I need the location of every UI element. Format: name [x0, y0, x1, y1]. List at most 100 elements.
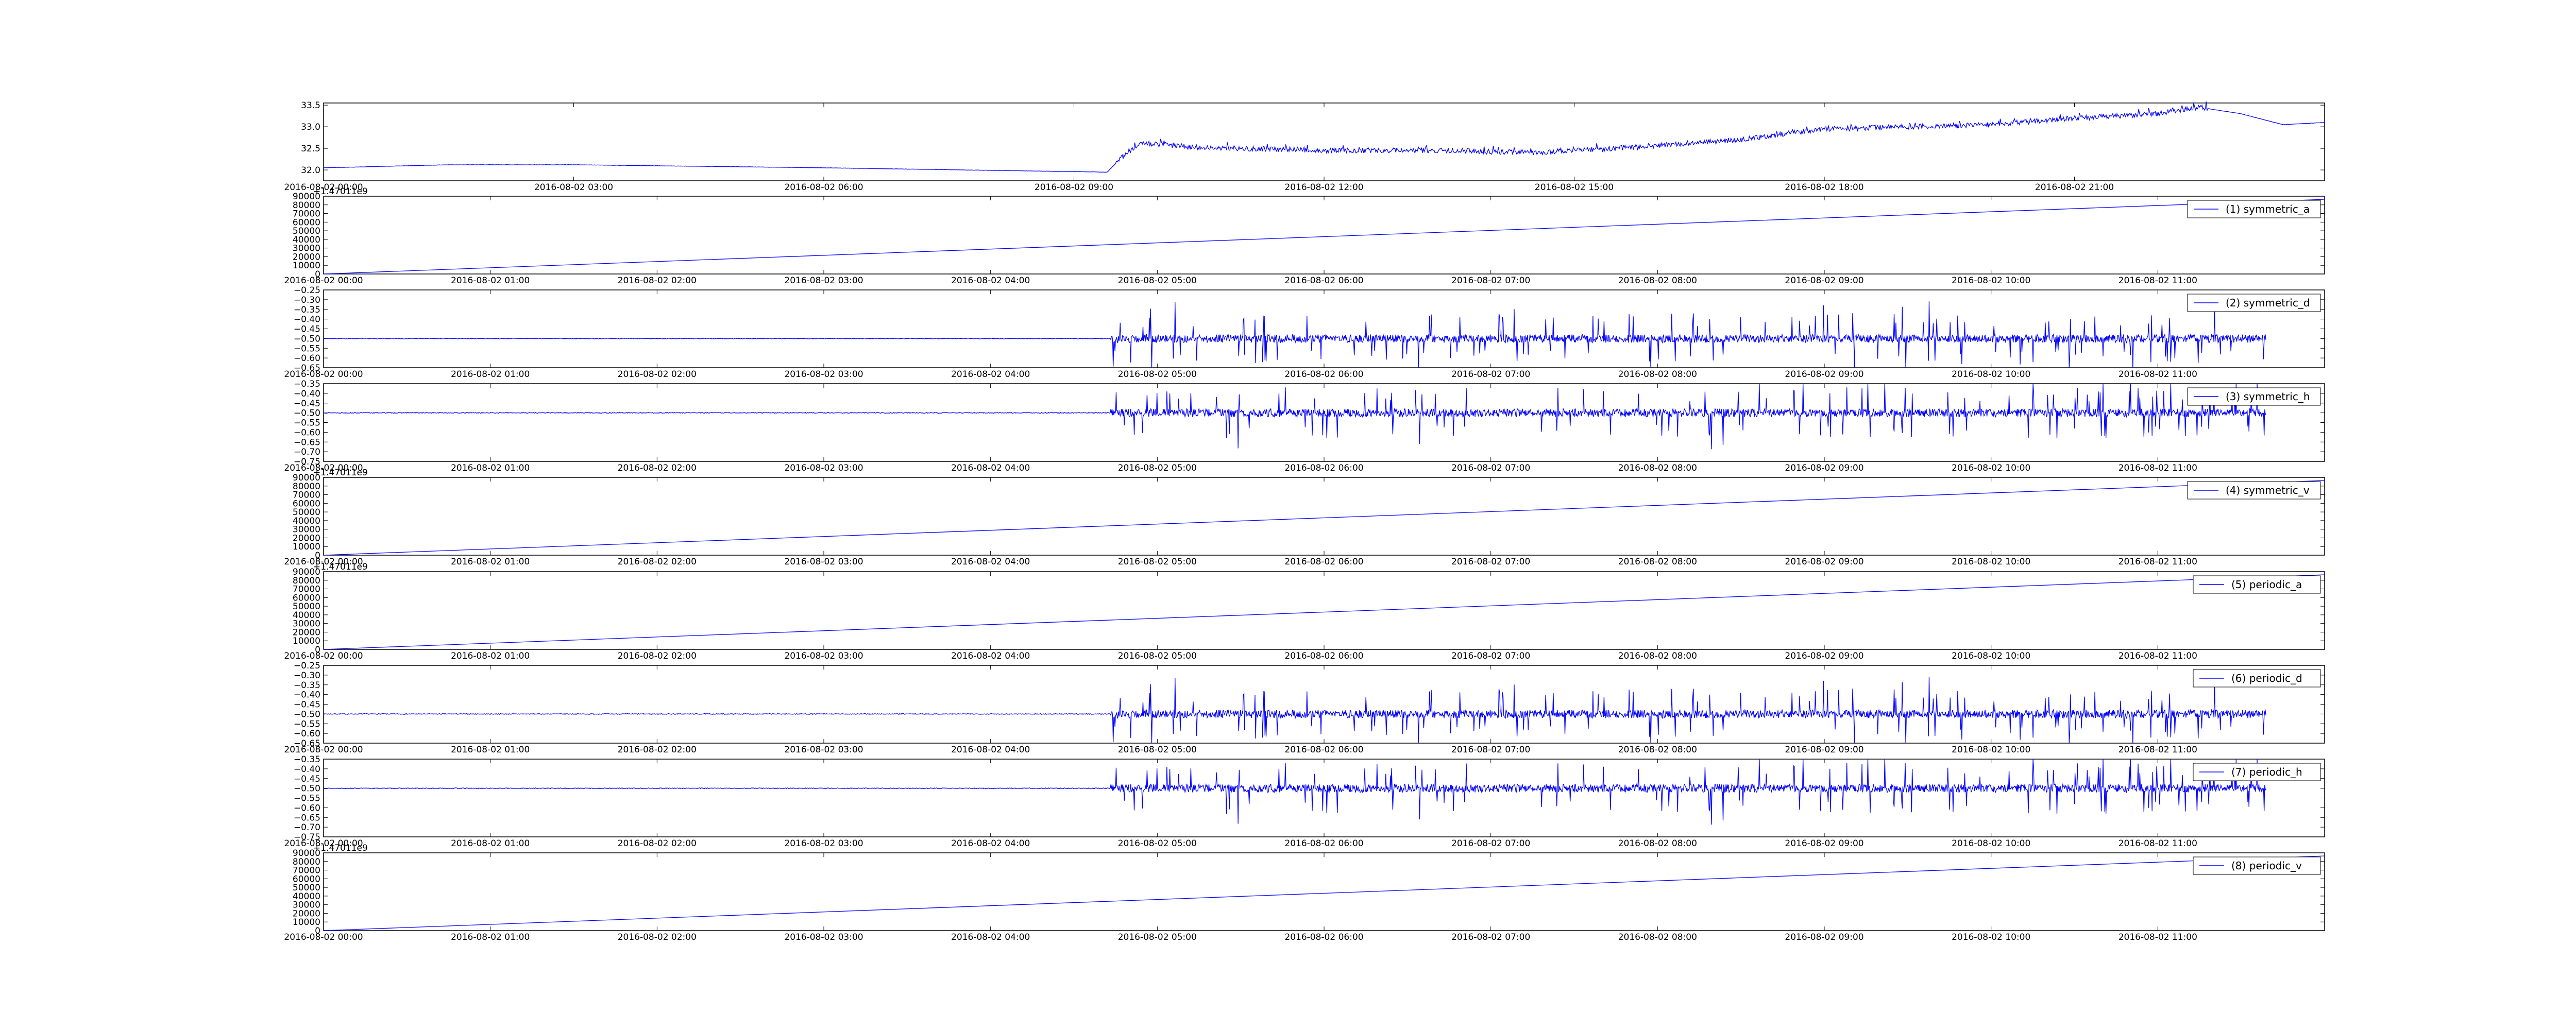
axes-frame — [323, 196, 2325, 274]
y-tick-label: 70000 — [293, 209, 320, 219]
axis-offset-label: +1.47011e9 — [313, 843, 368, 853]
x-tick-label: 2016-08-02 06:00 — [1284, 745, 1363, 755]
y-tick-label: −0.45 — [294, 324, 320, 335]
y-tick-label: −0.70 — [294, 822, 320, 833]
x-tick-label: 2016-08-02 02:00 — [618, 932, 697, 942]
y-tick-label: 0 — [315, 926, 320, 936]
y-tick-label: −0.55 — [294, 418, 320, 428]
y-tick-label: −0.75 — [294, 832, 320, 843]
x-tick-label: 2016-08-02 10:00 — [1952, 276, 2030, 286]
y-tick-label: −0.50 — [294, 334, 320, 344]
x-tick-label: 2016-08-02 00:00 — [284, 745, 363, 755]
x-tick-label: 2016-08-02 03:00 — [784, 651, 863, 661]
x-tick-label: 2016-08-02 08:00 — [1618, 276, 1697, 286]
axes-frame — [323, 383, 2325, 462]
x-tick-label: 2016-08-02 07:00 — [1451, 651, 1530, 661]
y-tick-label: 80000 — [293, 482, 320, 492]
y-tick-label: 90000 — [293, 567, 320, 577]
y-tick-label: 20000 — [293, 908, 320, 919]
x-tick-label: 2016-08-02 11:00 — [2119, 932, 2197, 942]
series-line — [323, 199, 2325, 274]
x-tick-label: 2016-08-02 00:00 — [284, 463, 363, 473]
x-tick-label: 2016-08-02 10:00 — [1952, 463, 2030, 473]
x-tick-label: 2016-08-02 04:00 — [951, 557, 1030, 567]
legend-label: (6) periodic_d — [2231, 672, 2302, 684]
x-tick-label: 2016-08-02 11:00 — [2119, 557, 2197, 567]
y-tick-label: 30000 — [293, 900, 320, 911]
x-tick-label: 2016-08-02 02:00 — [618, 369, 697, 380]
panel-7: −0.75−0.70−0.65−0.60−0.55−0.50−0.45−0.40… — [284, 754, 2325, 849]
x-tick-label: 2016-08-02 01:00 — [451, 369, 530, 380]
y-tick-label: −0.60 — [294, 803, 320, 813]
legend-label: (4) symmetric_v — [2226, 484, 2310, 496]
y-tick-label: 60000 — [293, 874, 320, 884]
y-tick-label: 33.5 — [301, 100, 320, 111]
y-tick-label: −0.60 — [294, 353, 320, 364]
x-tick-label: 2016-08-02 05:00 — [1118, 838, 1197, 849]
x-tick-label: 2016-08-02 03:00 — [534, 182, 613, 193]
x-tick-label: 2016-08-02 21:00 — [2035, 182, 2114, 193]
y-tick-label: 50000 — [293, 602, 320, 612]
x-tick-label: 2016-08-02 07:00 — [1451, 932, 1530, 942]
x-tick-label: 2016-08-02 05:00 — [1118, 745, 1197, 755]
panel-3: −0.75−0.70−0.65−0.60−0.55−0.50−0.45−0.40… — [284, 379, 2325, 473]
x-tick-label: 2016-08-02 06:00 — [1284, 932, 1363, 942]
x-tick-label: 2016-08-02 10:00 — [1952, 932, 2030, 942]
y-tick-label: 90000 — [293, 473, 320, 483]
y-tick-label: −0.30 — [294, 671, 320, 681]
x-tick-label: 2016-08-02 11:00 — [2119, 276, 2197, 286]
y-tick-label: −0.65 — [294, 437, 320, 448]
legend-box — [2193, 856, 2321, 875]
x-tick-label: 2016-08-02 08:00 — [1618, 463, 1697, 473]
x-tick-label: 2016-08-02 18:00 — [1785, 182, 1863, 193]
x-tick-label: 2016-08-02 05:00 — [1118, 369, 1197, 380]
series-line — [324, 101, 2325, 173]
x-tick-label: 2016-08-02 01:00 — [451, 276, 530, 286]
x-tick-label: 2016-08-02 10:00 — [1952, 745, 2030, 755]
y-tick-label: −0.35 — [294, 680, 320, 691]
y-tick-label: 0 — [315, 551, 320, 561]
y-tick-label: 70000 — [293, 585, 320, 595]
x-tick-label: 2016-08-02 04:00 — [951, 745, 1030, 755]
y-tick-label: 70000 — [293, 490, 320, 501]
y-tick-label: 30000 — [293, 525, 320, 535]
x-tick-label: 2016-08-02 08:00 — [1618, 651, 1697, 661]
x-tick-label: 2016-08-02 08:00 — [1618, 557, 1697, 567]
x-tick-label: 2016-08-02 01:00 — [451, 838, 530, 849]
y-tick-label: −0.40 — [294, 389, 320, 399]
x-tick-label: 2016-08-02 08:00 — [1618, 838, 1697, 849]
x-tick-label: 2016-08-02 05:00 — [1118, 463, 1197, 473]
y-tick-label: 30000 — [293, 244, 320, 254]
x-tick-label: 2016-08-02 11:00 — [2119, 369, 2197, 380]
y-tick-label: −0.55 — [294, 344, 320, 354]
x-tick-label: 2016-08-02 11:00 — [2119, 838, 2197, 849]
x-tick-label: 2016-08-02 01:00 — [451, 463, 530, 473]
y-tick-label: 80000 — [293, 857, 320, 867]
axes-frame — [323, 852, 2325, 931]
x-tick-label: 2016-08-02 11:00 — [2119, 463, 2197, 473]
y-tick-label: 10000 — [293, 542, 320, 552]
x-tick-label: 2016-08-02 12:00 — [1284, 182, 1363, 193]
x-tick-label: 2016-08-02 04:00 — [951, 369, 1030, 380]
x-tick-label: 2016-08-02 15:00 — [1535, 182, 1614, 193]
y-tick-label: 33.0 — [301, 122, 320, 132]
x-tick-label: 2016-08-02 06:00 — [1284, 838, 1363, 849]
panel-1: 0100002000030000400005000060000700008000… — [284, 186, 2325, 286]
y-tick-label: 40000 — [293, 235, 320, 245]
y-tick-label: 80000 — [293, 576, 320, 586]
x-tick-label: 2016-08-02 06:00 — [1284, 463, 1363, 473]
x-tick-label: 2016-08-02 09:00 — [1785, 932, 1863, 942]
y-tick-label: 40000 — [293, 610, 320, 621]
x-tick-label: 2016-08-02 09:00 — [1785, 651, 1863, 661]
y-tick-label: −0.25 — [294, 661, 320, 671]
x-tick-label: 2016-08-02 02:00 — [618, 651, 697, 661]
x-tick-label: 2016-08-02 02:00 — [618, 745, 697, 755]
x-tick-label: 2016-08-02 07:00 — [1451, 838, 1530, 849]
x-tick-label: 2016-08-02 09:00 — [1785, 838, 1863, 849]
x-tick-label: 2016-08-02 05:00 — [1118, 276, 1197, 286]
y-tick-label: 10000 — [293, 261, 320, 271]
y-tick-label: −0.40 — [294, 315, 320, 325]
legend-label: (1) symmetric_a — [2226, 203, 2310, 215]
panel-0: 32.0 32.5 33.0 33.5 2016-08-02 00:00 2016-08-… — [284, 100, 2325, 193]
x-tick-label: 2016-08-02 07:00 — [1451, 557, 1530, 567]
